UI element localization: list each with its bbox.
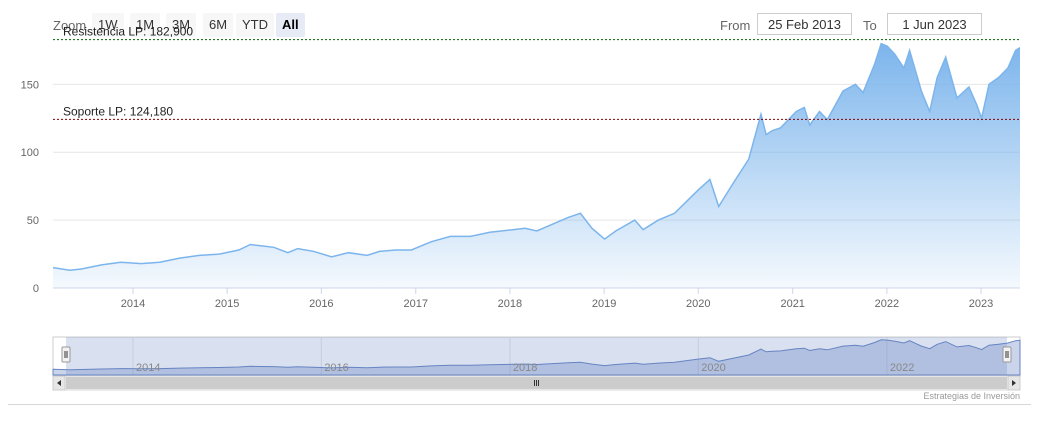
navigator-background bbox=[52, 336, 1021, 376]
x-tick-label: 2016 bbox=[309, 298, 333, 310]
x-tick-label: 2022 bbox=[875, 298, 899, 310]
navigator-tick-label: 2014 bbox=[136, 362, 160, 374]
navigator-selected-range[interactable] bbox=[66, 337, 1007, 375]
navigator-tick-label: 2022 bbox=[890, 362, 914, 374]
footer-divider bbox=[8, 404, 1031, 405]
resistance-label: Resistencia LP: 182,900 bbox=[63, 25, 193, 39]
navigator-tick-label: 2016 bbox=[324, 362, 348, 374]
navigator-area bbox=[52, 339, 1021, 376]
zoom-1w-button[interactable]: 1W bbox=[92, 13, 124, 37]
navigator-tick-label: 2018 bbox=[513, 362, 537, 374]
x-tick-label: 2023 bbox=[969, 298, 993, 310]
navigator-right-handle[interactable] bbox=[1002, 346, 1012, 363]
x-tick-label: 2014 bbox=[121, 298, 145, 310]
scroll-left-arrow-icon bbox=[57, 380, 61, 386]
navigator-left-handle[interactable] bbox=[61, 346, 71, 363]
x-tick-label: 2018 bbox=[498, 298, 522, 310]
y-tick-label: 50 bbox=[27, 215, 39, 227]
to-label: To bbox=[863, 18, 877, 33]
from-label: From bbox=[720, 18, 751, 33]
price-line bbox=[52, 42, 1021, 272]
y-tick-label: 0 bbox=[33, 283, 39, 295]
to-date-input[interactable]: 1 Jun 2023 bbox=[887, 13, 982, 35]
scroll-right-arrow-icon bbox=[1012, 380, 1016, 386]
zoom-all-button[interactable]: All bbox=[276, 13, 305, 37]
y-tick-label: 150 bbox=[21, 79, 39, 91]
x-tick-label: 2020 bbox=[686, 298, 710, 310]
x-tick-label: 2017 bbox=[404, 298, 428, 310]
x-tick-label: 2019 bbox=[592, 298, 616, 310]
price-area bbox=[53, 43, 1020, 288]
zoom-label: Zoom bbox=[53, 18, 87, 33]
zoom-ytd-button[interactable]: YTD bbox=[236, 13, 274, 37]
y-tick-label: 100 bbox=[21, 147, 39, 159]
x-tick-label: 2015 bbox=[215, 298, 239, 310]
credits-text: Estrategias de Inversión bbox=[923, 391, 1020, 401]
from-date-input[interactable]: 25 Feb 2013 bbox=[757, 13, 852, 35]
support-label: Soporte LP: 124,180 bbox=[63, 104, 173, 118]
navigator-tick-label: 2020 bbox=[701, 362, 725, 374]
x-tick-label: 2021 bbox=[780, 298, 804, 310]
zoom-1m-button[interactable]: 1M bbox=[130, 13, 161, 37]
zoom-6m-button[interactable]: 6M bbox=[203, 13, 234, 37]
zoom-3m-button[interactable]: 3M bbox=[166, 13, 197, 37]
